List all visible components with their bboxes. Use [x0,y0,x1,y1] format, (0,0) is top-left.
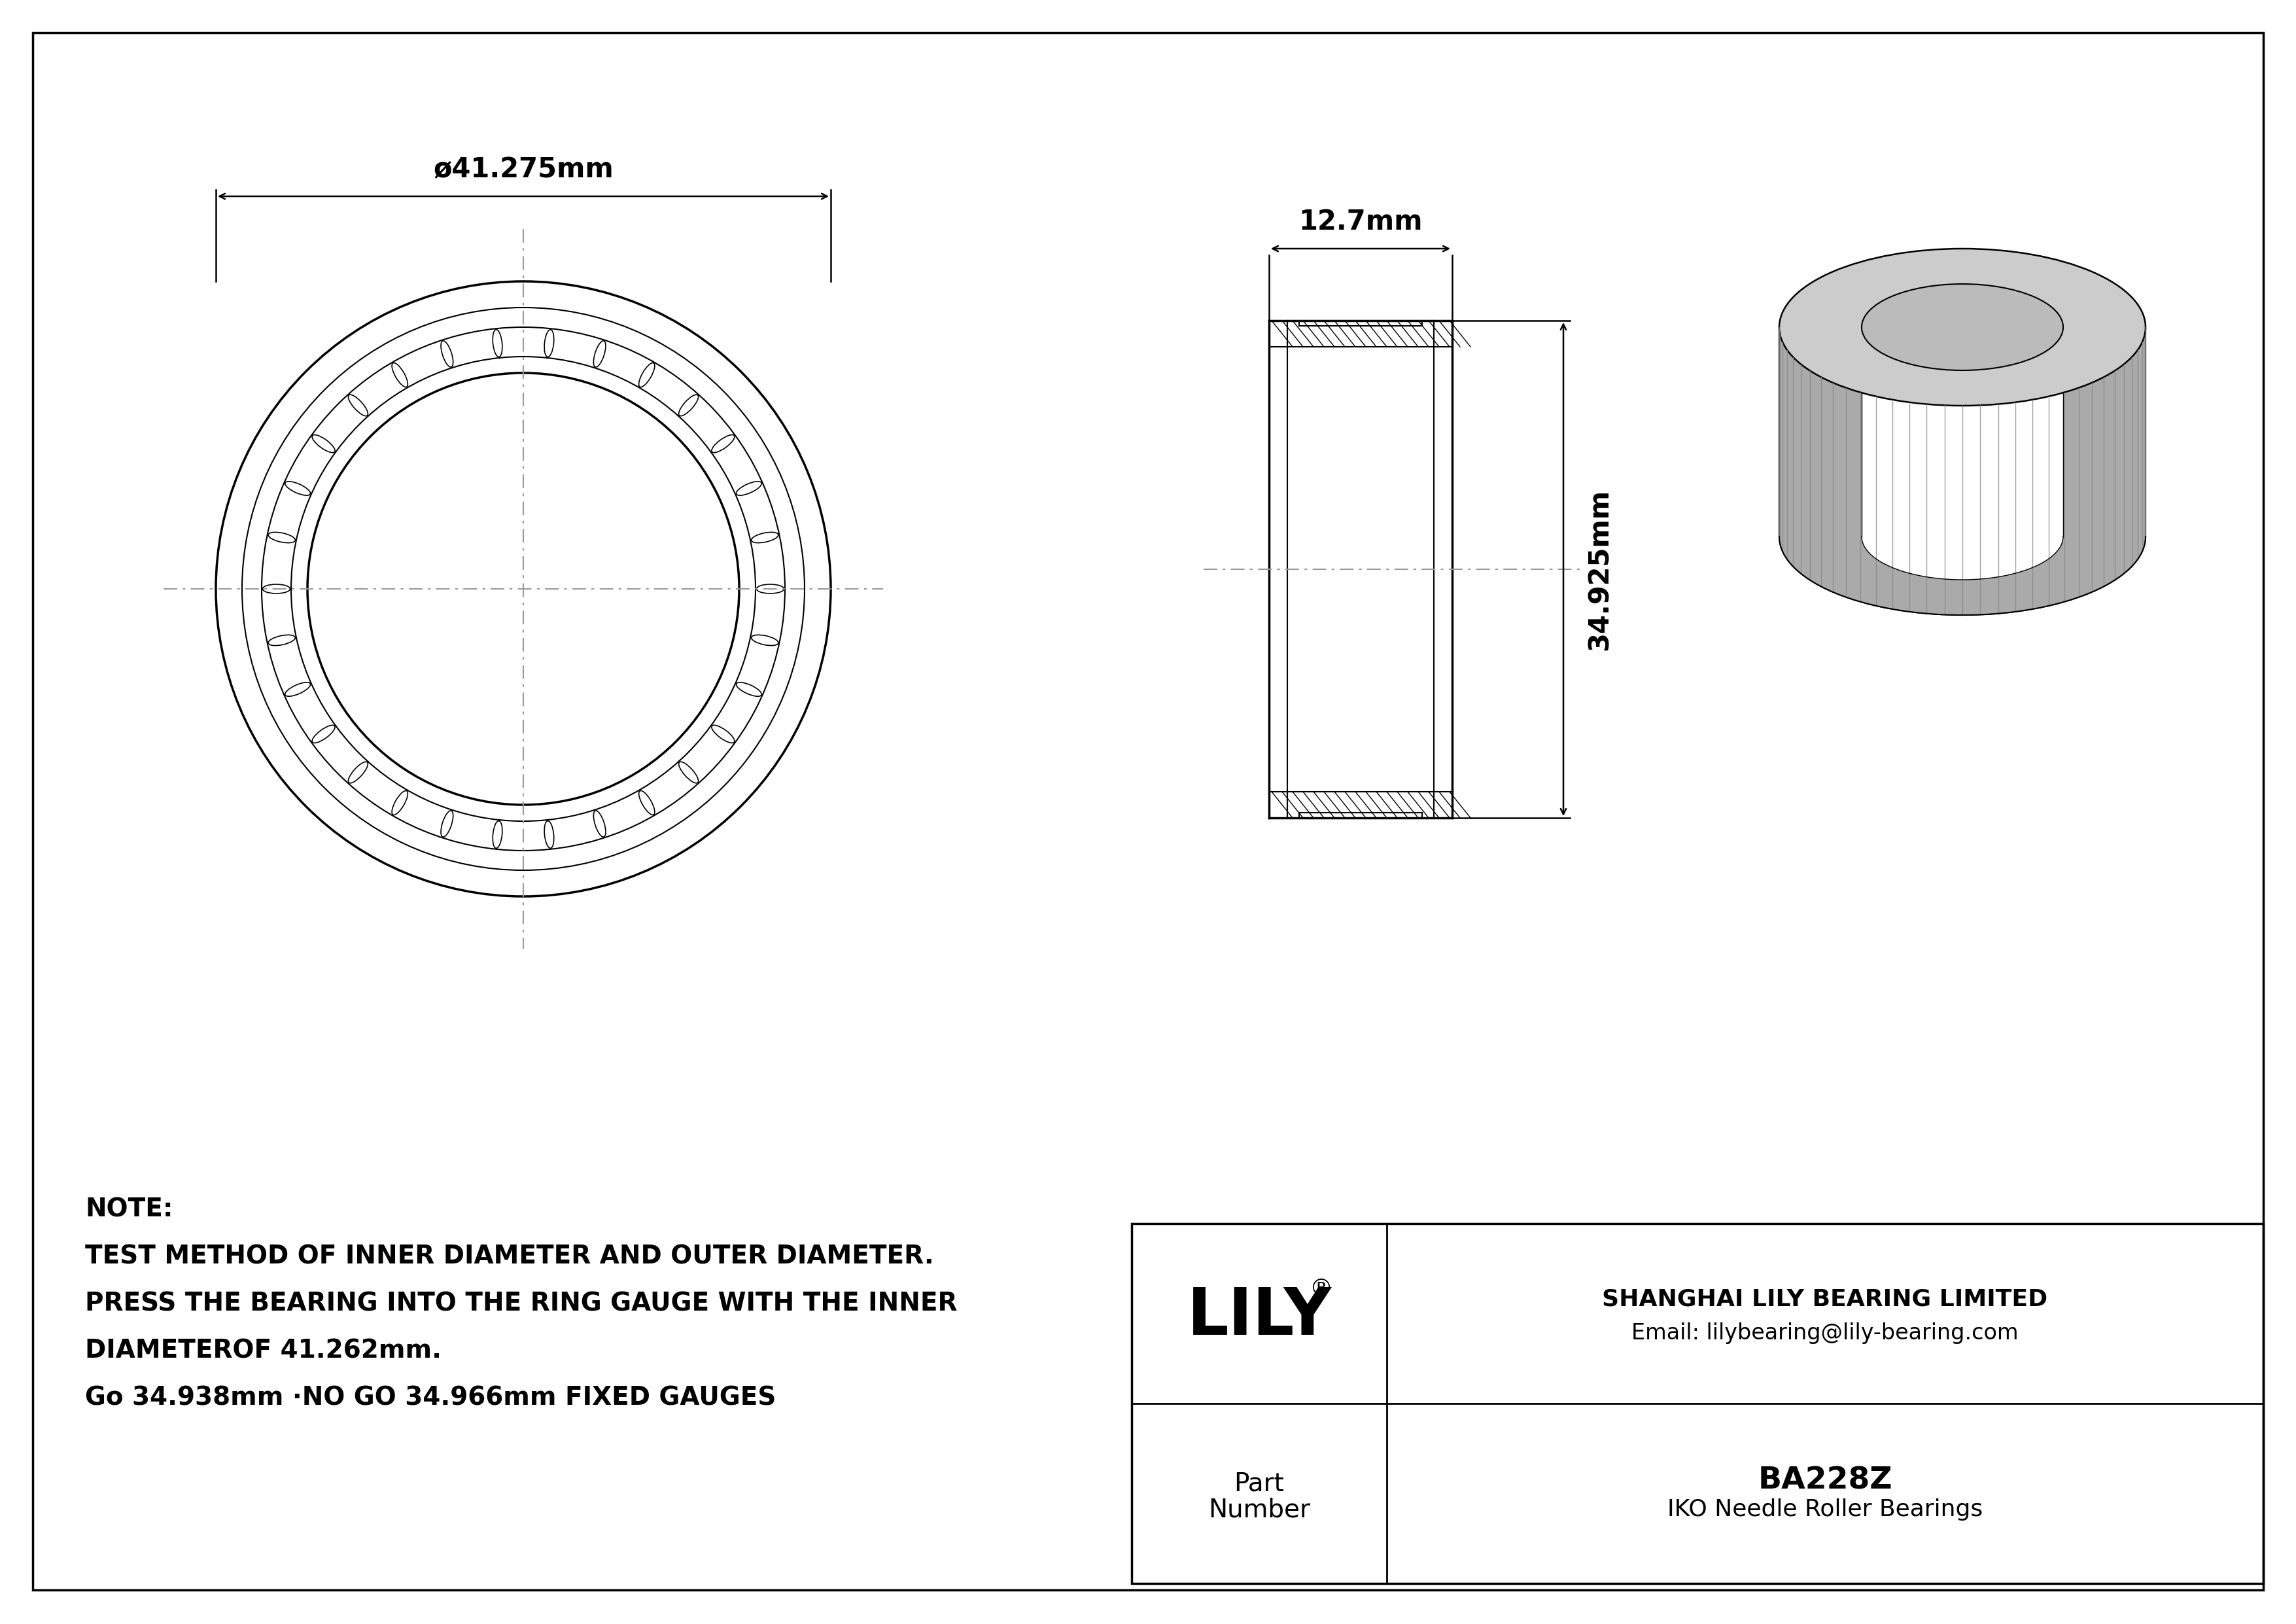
Text: IKO Needle Roller Bearings: IKO Needle Roller Bearings [1667,1499,1984,1522]
Text: Email: lilybearing@lily-bearing.com: Email: lilybearing@lily-bearing.com [1632,1322,2018,1345]
Text: 34.925mm: 34.925mm [1587,489,1614,650]
Text: TEST METHOD OF INNER DIAMETER AND OUTER DIAMETER.: TEST METHOD OF INNER DIAMETER AND OUTER … [85,1244,934,1270]
Text: ø41.275mm: ø41.275mm [434,156,613,184]
Text: NOTE:: NOTE: [85,1197,172,1223]
Text: Part: Part [1233,1471,1283,1496]
Polygon shape [1862,326,2064,580]
Text: DIAMETEROF 41.262mm.: DIAMETEROF 41.262mm. [85,1338,441,1364]
Ellipse shape [1862,284,2064,370]
Ellipse shape [1779,458,2144,615]
Text: PRESS THE BEARING INTO THE RING GAUGE WITH THE INNER: PRESS THE BEARING INTO THE RING GAUGE WI… [85,1291,957,1317]
Text: Go 34.938mm ·NO GO 34.966mm FIXED GAUGES: Go 34.938mm ·NO GO 34.966mm FIXED GAUGES [85,1385,776,1411]
Ellipse shape [1779,248,2144,406]
Text: ®: ® [1309,1278,1334,1299]
Text: 12.7mm: 12.7mm [1300,208,1424,235]
Text: LILY: LILY [1187,1285,1332,1348]
Text: BA228Z: BA228Z [1759,1465,1892,1496]
Text: Number: Number [1208,1497,1311,1522]
Polygon shape [1779,326,2144,615]
Bar [1132,1223,2264,1583]
Text: SHANGHAI LILY BEARING LIMITED: SHANGHAI LILY BEARING LIMITED [1603,1288,2048,1311]
